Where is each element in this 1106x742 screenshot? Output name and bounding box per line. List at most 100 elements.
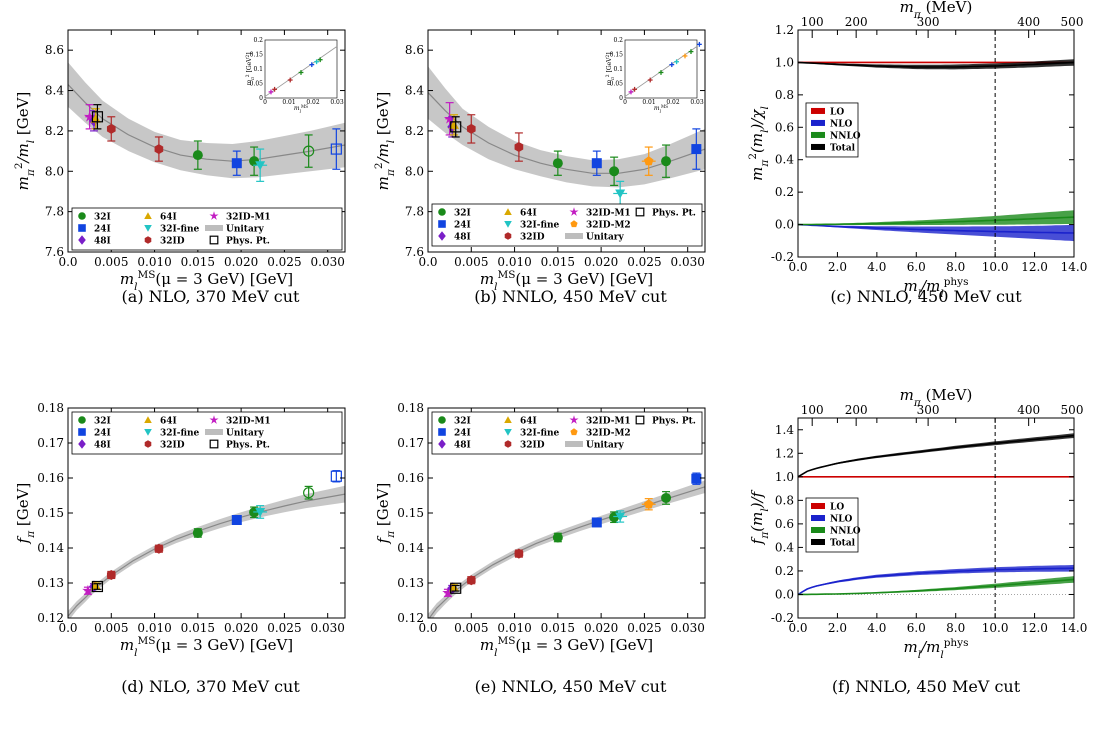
x-tick-label: 0.010: [137, 621, 171, 635]
x-tick-label: 0.030: [311, 255, 345, 269]
y-axis-label: fπ(ml)/f: [748, 489, 771, 545]
x-tick-label: 0.005: [454, 255, 488, 269]
legend-entry-label: 64I: [520, 417, 537, 427]
panel-e: 0.0 0.005 0.010 0.015 0.020 0.025 0.030 0.12 0.1…: [374, 401, 706, 659]
legend-entry-label: NLO: [830, 119, 853, 129]
legend-marker: [205, 429, 223, 435]
legend-marker: [78, 439, 86, 449]
plot-frame: [427, 407, 706, 619]
legend-swatch: [811, 107, 825, 114]
fit-curve: [68, 493, 345, 617]
legend-entry-label: 32ID-M1: [226, 417, 271, 427]
series-line-Total: [798, 61, 1074, 68]
inset-x-tick: 0.03: [330, 99, 344, 106]
data-point-32I: [303, 145, 315, 157]
top-tick-label: 500: [1061, 15, 1084, 29]
y-tick-label: 8.4: [405, 84, 424, 98]
legend-entry-label: 32ID-M2: [586, 429, 631, 439]
x-axis-label: mlMS(μ = 3 GeV) [GeV]: [120, 269, 293, 293]
data-point-Phys: [450, 121, 462, 133]
plot-area: [798, 30, 1074, 257]
y-tick-label: 0.15: [397, 506, 424, 520]
x-tick-label: 0.005: [454, 621, 488, 635]
legend-entry-label: 32ID: [520, 441, 545, 451]
x-tick-label: 0.020: [584, 621, 618, 635]
y-tick-label: 8.0: [405, 164, 424, 178]
x-tick-label: 0.0: [788, 621, 807, 635]
legend-entry-label: Unitary: [226, 429, 265, 439]
band-NNLO: [798, 210, 1074, 226]
y-tick-label: 0.8: [775, 493, 794, 507]
inset-y-tick: 0.1: [253, 66, 263, 73]
x-tick-label: 2.0: [828, 260, 847, 274]
x-tick-label: 0.020: [224, 255, 258, 269]
legend-swatch: [811, 515, 825, 521]
y-tick-label: 0.0: [775, 587, 794, 601]
legend-entry-label: 32ID-M1: [586, 417, 631, 427]
data-point-32I-fine: [615, 189, 626, 199]
legend-marker: [635, 207, 645, 217]
data-point-32ID-M2: [643, 499, 654, 509]
x-tick-label: 0.0: [58, 621, 77, 635]
data-point-32I: [303, 487, 315, 499]
top-tick-label: 500: [1061, 403, 1084, 417]
band-NNLO: [798, 576, 1074, 595]
legend-marker: [438, 416, 446, 424]
legend-marker: [438, 231, 446, 241]
y-tick-label: 1.2: [775, 23, 794, 37]
data-point-32I-fine: [255, 161, 266, 171]
data-point-64I: [90, 580, 101, 590]
y-tick-label: 8.2: [45, 124, 64, 138]
legend-entry-label: LO: [830, 503, 844, 513]
y-tick-label: 1.0: [775, 55, 794, 69]
y-tick-label: 0.18: [37, 401, 64, 415]
legend-marker: [78, 212, 86, 220]
y-axis-label: fπ [GeV]: [14, 483, 37, 545]
data-point-32ID: [154, 144, 164, 155]
plot-area: [798, 418, 1074, 618]
legend-entry-label: 32ID-M2: [586, 221, 631, 231]
top-tick-label: 400: [1017, 15, 1040, 29]
data-point-32ID-M1: [442, 586, 454, 598]
data-point-32ID: [106, 569, 116, 580]
legend-marker: [438, 208, 446, 216]
inset-y-tick: 0: [259, 95, 263, 102]
inset-x-tick: 0: [623, 99, 627, 106]
legend-entry-label: Phys. Pt.: [652, 209, 696, 219]
data-point-64I: [448, 582, 459, 592]
data-point-32ID: [466, 123, 476, 134]
legend-entry-label: 64I: [160, 417, 177, 427]
data-point-32I: [192, 527, 203, 538]
unitary-band: [68, 62, 345, 179]
unitary-band: [428, 480, 705, 618]
y-tick-label: 0.6: [775, 120, 794, 134]
legend-marker: [144, 416, 152, 424]
legend-entry-label: 32I: [454, 417, 471, 427]
y-tick-label: 7.8: [45, 205, 64, 219]
y-tick-label: 7.8: [405, 205, 424, 219]
legend-entry-label: NNLO: [830, 131, 861, 141]
data-point-32ID-M1: [443, 112, 456, 124]
x-tick-label: 0.0: [418, 621, 437, 635]
legend-marker: [504, 428, 512, 436]
top-axis-label: mπ (MeV): [900, 386, 973, 409]
data-point-Phys: [91, 111, 104, 123]
data-point-32I: [661, 156, 672, 167]
x-tick-label: 0.030: [311, 621, 345, 635]
panel-f: 0.0 2.0 4.0 6.0 8.0 10.0 12.0 14.0-0.20.00.20.4…: [748, 386, 1087, 661]
plot-frame: [797, 417, 1075, 619]
y-tick-label: 0.14: [397, 541, 424, 555]
x-tick-label: 10.0: [982, 260, 1009, 274]
y-axis-label: mπ2(ml)/χl: [747, 106, 771, 181]
x-tick-label: 8.0: [946, 621, 965, 635]
legend-entry-label: NNLO: [830, 527, 861, 537]
data-point-32ID-M1: [82, 584, 94, 596]
y-tick-label: -0.2: [771, 611, 794, 625]
y-tick-label: 1.0: [775, 470, 794, 484]
y-tick-label: 7.6: [405, 245, 424, 259]
data-point-32I: [661, 492, 672, 503]
x-tick-label: 0.0: [418, 255, 437, 269]
y-tick-label: 0.15: [37, 506, 64, 520]
panel-caption: (f) NNLO, 450 MeV cut: [832, 677, 1021, 696]
x-tick-label: 2.0: [828, 621, 847, 635]
